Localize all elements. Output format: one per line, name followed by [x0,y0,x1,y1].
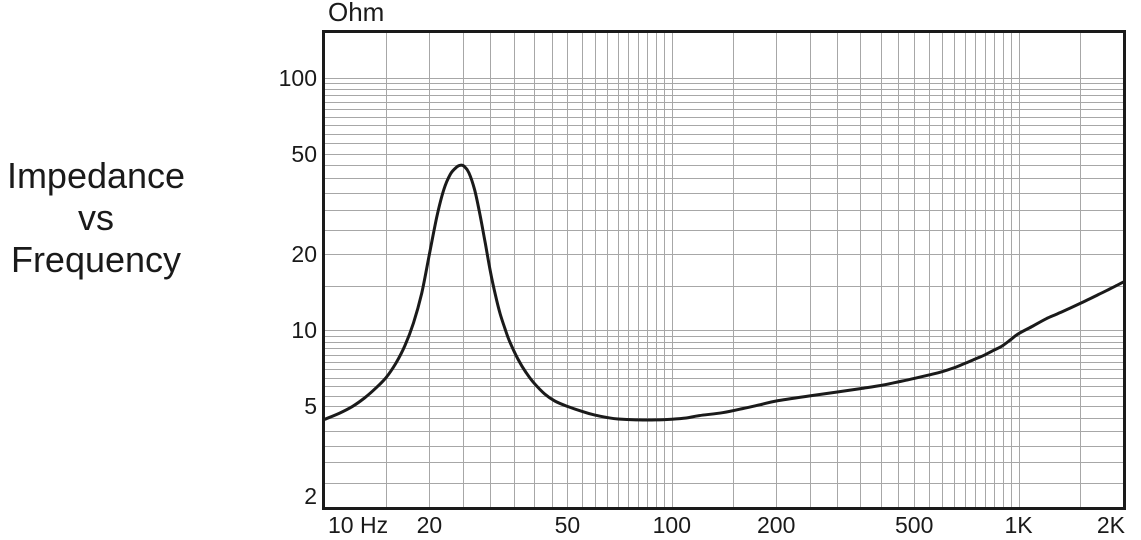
y-tick-label-100: 100 [278,64,317,91]
y-tick-label-5: 5 [304,393,317,420]
chart-title-line-2: vs [78,197,114,238]
x-tick-label-20: 20 [416,512,443,538]
impedance-curve [323,163,1125,422]
x-tick-label-200: 200 [757,512,796,538]
x-tick-label-500: 500 [895,512,934,538]
x-tick-label-10-hz: 10 Hz [328,512,389,538]
y-tick-label-20: 20 [291,241,317,268]
plot-area [322,30,1126,510]
y-tick-label-2: 2 [304,483,317,509]
grid-lines [325,33,1123,507]
y-tick-label-10: 10 [291,317,317,344]
chart-title-line-3: Frequency [10,239,182,280]
chart-title-line-1: Impedance [6,155,186,196]
x-tick-label-100: 100 [652,512,691,538]
log-log-grid-and-curve [323,33,1125,507]
y-tick-label-50: 50 [291,140,317,167]
chart-title: Impedance vs Frequency [0,155,192,281]
y-axis-unit-label: Ohm [328,0,385,27]
x-tick-label-2k: 2K [1096,512,1125,538]
x-tick-label-50: 50 [554,512,581,538]
x-tick-label-1k: 1K [1004,512,1033,538]
